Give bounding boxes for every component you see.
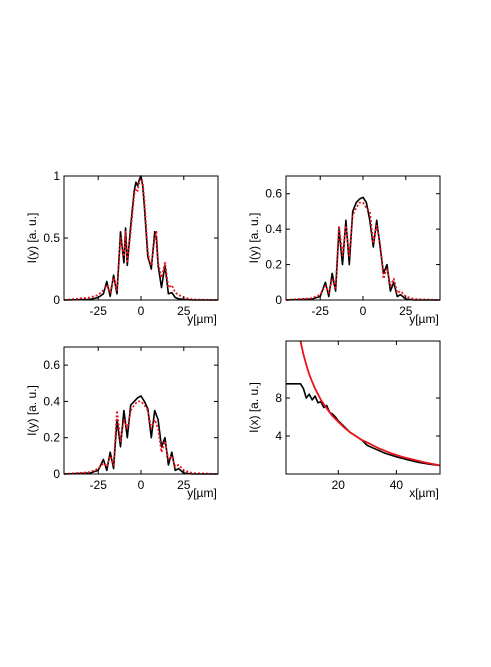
x-tick-label: 40 xyxy=(390,478,404,492)
y-axis-label: I(y) [a. u.] xyxy=(25,385,39,436)
x-tick-label: 25 xyxy=(177,478,191,492)
x-axis-label: y[µm] xyxy=(187,312,217,326)
y-axis-label: I(y) [a. u.] xyxy=(247,213,261,264)
panel-4: 20 40 4 8 x[µm] I(x) [a. u.] xyxy=(247,340,441,500)
y-tick-label: 0.2 xyxy=(43,431,60,445)
x-tick-label: -25 xyxy=(312,304,330,318)
series-line-2-red xyxy=(285,201,441,301)
series-line-1-black xyxy=(285,196,440,301)
series-line-1-black xyxy=(63,175,218,301)
y-tick-label: 0.2 xyxy=(265,258,282,272)
y-tick-label: 0 xyxy=(275,293,282,307)
x-axis-label: y[µm] xyxy=(187,486,217,500)
y-tick-label: 0.6 xyxy=(43,358,60,372)
x-tick-label: 25 xyxy=(177,304,191,318)
x-tick-label: 25 xyxy=(399,304,413,318)
axes-box xyxy=(285,340,441,475)
panel-2: -25 0 25 0 0.2 0.4 0.6 y[µm] I(y) [a. u.] xyxy=(247,175,441,326)
series-line-1-black xyxy=(63,395,218,475)
x-axis-label: y[µm] xyxy=(409,312,439,326)
y-axis-label: I(y) [a. u.] xyxy=(25,213,39,264)
axes-box xyxy=(63,175,219,301)
y-tick-label: 8 xyxy=(275,391,282,405)
y-tick-label: 0 xyxy=(53,293,60,307)
y-tick-label: 4 xyxy=(275,429,282,443)
axes-box xyxy=(63,346,219,475)
series-line-2-red xyxy=(63,400,219,475)
panel-1: -25 0 25 0 0.5 1 y[µm] I(y) [a. u.] xyxy=(25,169,219,326)
x-tick-label: 0 xyxy=(138,478,145,492)
y-tick-label: 0 xyxy=(53,467,60,481)
y-tick-label: 0.5 xyxy=(43,231,60,245)
x-tick-label: -25 xyxy=(90,478,108,492)
x-tick-label: 0 xyxy=(360,304,367,318)
series-line-2-red xyxy=(63,177,219,301)
y-tick-label: 0.4 xyxy=(43,394,60,408)
y-tick-label: 1 xyxy=(53,169,60,183)
panel-3: -25 0 25 0 0.2 0.4 0.6 y[µm] I(y) [a. u.] xyxy=(25,346,219,500)
x-axis-label: x[µm] xyxy=(409,486,439,500)
series-line-1-black xyxy=(286,382,441,467)
axes-box xyxy=(285,175,441,301)
y-axis-label: I(x) [a. u.] xyxy=(247,382,261,433)
y-tick-label: 0.6 xyxy=(265,187,282,201)
series-line-2-red xyxy=(299,340,441,467)
y-tick-label: 0.4 xyxy=(265,222,282,236)
x-tick-label: 0 xyxy=(138,304,145,318)
x-tick-label: -25 xyxy=(90,304,108,318)
x-tick-label: 20 xyxy=(332,478,346,492)
